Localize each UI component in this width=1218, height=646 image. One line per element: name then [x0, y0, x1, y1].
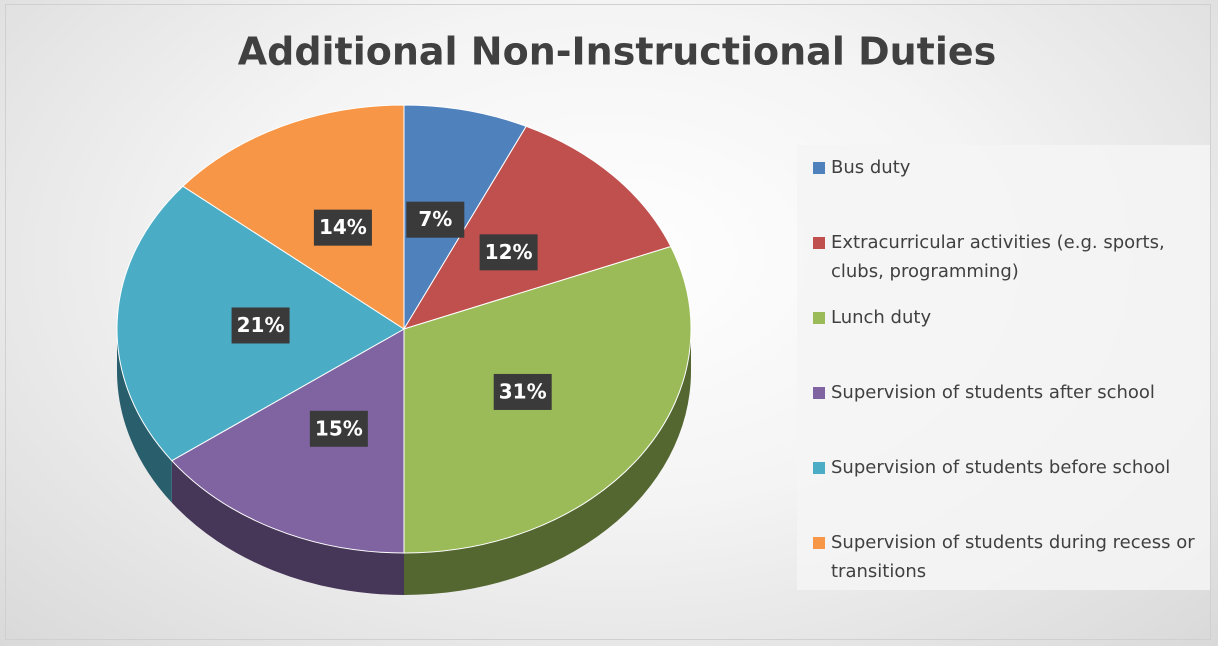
legend-entry: Extracurricular activities (e.g. sports,…	[813, 228, 1210, 303]
legend-entry: Supervision of students during recess or…	[813, 528, 1210, 603]
label-box	[406, 201, 465, 238]
slice	[403, 104, 527, 331]
legend-label: Supervision of students before school	[831, 457, 1171, 478]
legend-swatch	[813, 162, 825, 174]
label-box	[309, 410, 368, 447]
legend-entry: Supervision of students before school	[813, 453, 1210, 528]
legend-label: Supervision of students after school	[831, 382, 1155, 403]
slice	[402, 125, 672, 330]
label-box	[479, 234, 538, 271]
legend-swatch	[813, 387, 825, 399]
legend-label: Supervision of students during recess or…	[831, 532, 1195, 582]
slice-side	[117, 329, 172, 503]
data-label: 12%	[485, 240, 533, 264]
legend-entry: Lunch duty	[813, 303, 1210, 378]
slice	[171, 328, 405, 554]
chart-frame	[5, 4, 1211, 640]
slice-side	[171, 460, 404, 595]
legend-swatch	[813, 312, 825, 324]
legend-label: Lunch duty	[831, 307, 932, 328]
data-label: 21%	[237, 313, 285, 337]
label-box	[493, 373, 552, 410]
data-label: 7%	[418, 207, 452, 231]
legend: Bus duty Extracurricular activities (e.g.…	[797, 145, 1210, 590]
legend-swatch	[813, 537, 825, 549]
legend-swatch	[813, 462, 825, 474]
slice	[182, 104, 405, 330]
legend-entry: Supervision of students after school	[813, 378, 1210, 453]
data-label: 15%	[315, 416, 363, 440]
chart-title: Additional Non-Instructional Duties	[238, 30, 997, 74]
label-box	[231, 307, 290, 344]
legend-label: Bus duty	[831, 157, 911, 178]
legend-entry: Bus duty	[813, 153, 1210, 228]
data-label: 14%	[319, 215, 367, 239]
legend-swatch	[813, 237, 825, 249]
slice-side	[404, 329, 691, 595]
data-label: 31%	[499, 379, 547, 403]
legend-label: Extracurricular activities (e.g. sports,…	[831, 232, 1165, 282]
label-box	[313, 209, 372, 246]
